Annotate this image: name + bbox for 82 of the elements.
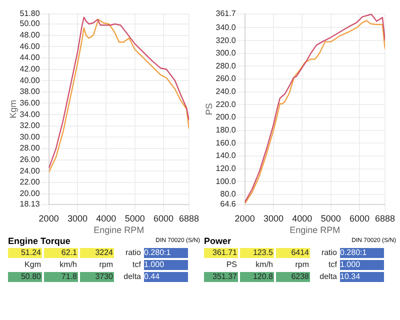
text: Kgm [24,260,42,270]
text: 3224 [80,248,114,258]
text: ratio [320,248,338,258]
y-tick-label: 30.00 [20,132,40,142]
text: delta [318,272,338,282]
text: delta [122,272,142,282]
y-tick-label: 50.00 [20,19,40,28]
y-tick-label: 160.0 [216,138,236,148]
text: 0.280:1 [340,248,384,258]
y-tick-label: 220.0 [216,100,236,109]
y-tick-label: 200.0 [216,112,236,122]
x-tick-label: 6888 [178,213,200,224]
x-tick-label: 2000 [38,213,59,224]
text: 50.80 [8,272,42,282]
text: Engine Torque [8,236,70,247]
text: rpm [98,260,114,270]
x-axis-title: Engine RPM [290,225,340,236]
y-tick-label: 100.0 [216,176,236,186]
text: PS [225,260,238,270]
text: 1.000 [340,260,384,270]
x-tick-label: 5000 [124,213,145,224]
x-tick-label: 4000 [292,213,312,224]
y-tick-label: 44.00 [20,53,40,62]
y-tick-label: 340.0 [216,22,236,32]
x-tick-label: 5000 [320,213,341,224]
text: 351.37 [204,272,238,282]
text: 0.280:1 [144,248,188,258]
y-tick-label: 320.0 [216,36,236,45]
text: ratio [124,248,142,258]
text: 123.5 [240,248,274,258]
text: tcf [328,260,338,270]
y-tick-label: 20.00 [20,189,40,198]
text: km/h [58,260,78,270]
text: 361.71 [204,248,238,258]
x-tick-label: 3000 [67,213,88,224]
y-tick-label: 26.00 [20,155,40,164]
x-tick-label: 6888 [374,213,396,224]
text: 0.44 [144,272,188,282]
text: 51.24 [8,248,42,258]
text: Power [204,236,232,247]
x-tick-label: 4000 [96,213,116,224]
y-tick-label: 32.00 [20,121,40,130]
y-axis-title: PS [204,103,214,116]
text: 71.8 [44,272,78,282]
y-tick-label: 46.00 [20,42,40,51]
text: 62.1 [44,248,78,258]
text: 10.34 [340,272,384,282]
text: 6414 [276,248,310,258]
y-axis-title: Kgm [8,100,18,118]
y-tick-label: 64.6 [220,200,236,209]
text: tcf [132,260,142,270]
y-tick-label: 180.0 [216,126,236,135]
y-tick-label: 120.0 [216,164,236,174]
y-tick-label: 260.0 [216,74,236,84]
x-tick-label: 6000 [154,213,174,224]
y-tick-label: 22.00 [20,178,40,187]
x-axis-title: Engine RPM [94,225,144,236]
y-tick-label: 40.00 [20,76,40,85]
y-tick-label: 48.00 [20,30,40,40]
text: 120.8 [240,272,274,282]
y-tick-label: 140.0 [216,151,236,160]
y-tick-label: 18.13 [20,200,40,209]
y-tick-label: 28.00 [20,144,40,153]
y-tick-label: 42.00 [20,64,40,74]
y-tick-label: 361.7 [216,9,236,18]
x-tick-label: 3000 [263,213,284,224]
y-tick-label: 80.0 [220,190,236,199]
text: 3730 [80,272,114,282]
y-tick-label: 34.00 [20,110,40,119]
x-tick-label: 2000 [234,213,255,224]
y-tick-label: 300.0 [216,48,236,58]
y-tick-label: 51.80 [20,9,40,18]
y-tick-label: 240.0 [216,87,236,96]
text: rpm [294,260,310,270]
y-tick-label: 38.00 [20,87,40,96]
text: 6238 [276,272,310,282]
y-tick-label: 280.0 [216,61,236,70]
text: km/h [254,260,274,270]
y-tick-label: 24.00 [20,166,40,176]
x-tick-label: 6000 [350,213,370,224]
text: 1.000 [144,260,188,270]
y-tick-label: 36.00 [20,98,40,108]
